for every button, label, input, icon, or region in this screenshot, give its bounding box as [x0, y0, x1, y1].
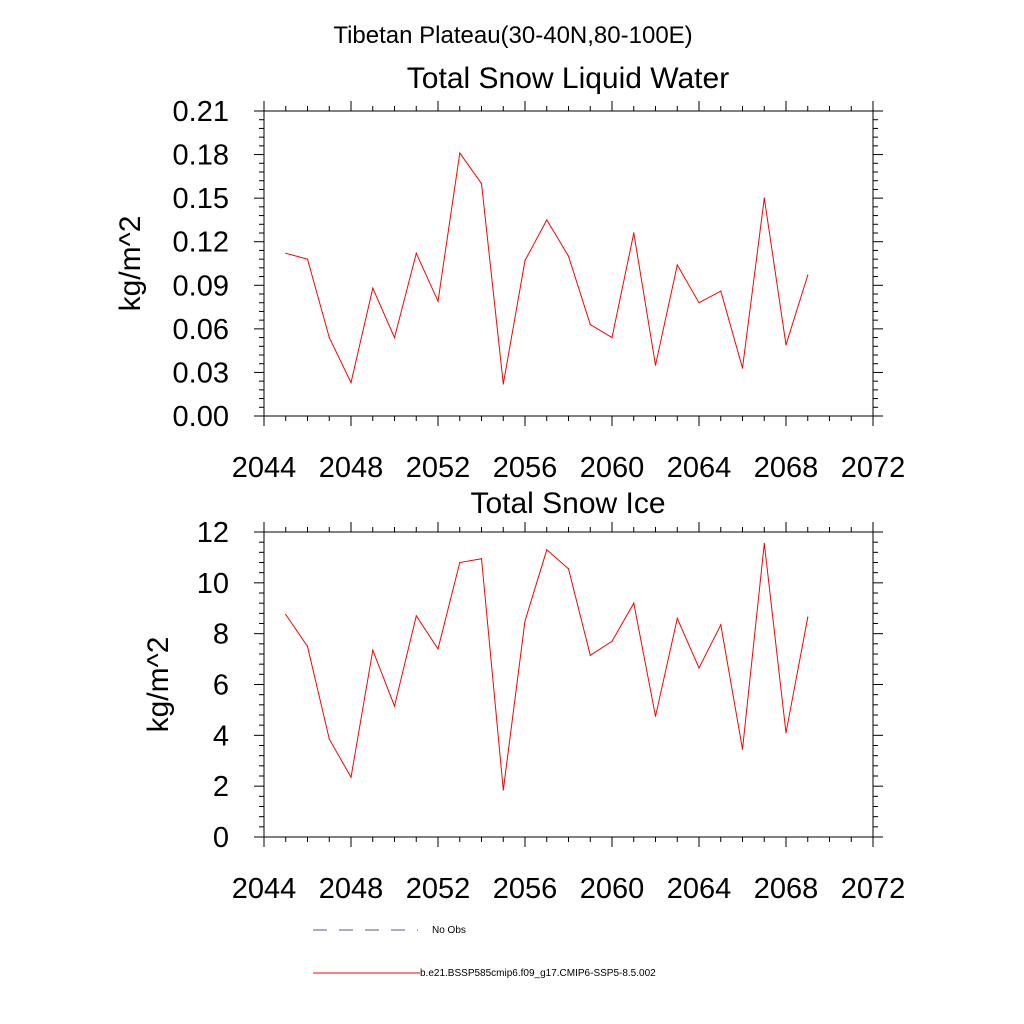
y-tick-label: 0.12: [173, 227, 229, 259]
data-point: [785, 344, 787, 346]
x-tick-label: 2048: [319, 452, 384, 484]
data-point: [807, 616, 809, 618]
x-tick-label: 2052: [406, 452, 471, 484]
data-point: [524, 259, 526, 262]
y-tick-label: 12: [197, 517, 229, 549]
data-point: [654, 364, 657, 366]
data-point: [415, 615, 417, 617]
y-tick-label: 0.00: [173, 401, 229, 433]
data-point: [459, 561, 461, 564]
y-tick-label: 6: [213, 670, 229, 702]
legend-label: No Obs: [432, 925, 466, 936]
data-point: [720, 624, 722, 626]
data-point: [502, 789, 504, 791]
plot-frame: [263, 110, 874, 417]
x-tick-label: 2044: [232, 873, 297, 905]
x-tick-label: 2064: [667, 452, 732, 484]
y-tick-label: 8: [213, 619, 229, 651]
x-tick-label: 2060: [580, 873, 645, 905]
data-point: [393, 336, 396, 339]
data-point: [633, 232, 635, 234]
data-point: [350, 776, 352, 778]
data-point: [567, 568, 570, 570]
legend-label: b.e21.BSSP585cmip6.f09_g17.CMIP6-SSP5-8.…: [420, 968, 656, 979]
y-tick-label: 0.21: [173, 96, 229, 128]
legend: No Obs b.e21.BSSP585cmip6.f09_g17.CMIP6-…: [313, 925, 656, 979]
data-point: [567, 255, 570, 257]
y-tick-label: 0.09: [173, 270, 229, 302]
data-point: [720, 290, 722, 292]
data-point: [611, 336, 613, 339]
data-point: [763, 542, 765, 545]
data-point: [415, 252, 417, 254]
y-tick-label: 0.06: [173, 314, 229, 346]
y-tick-label: 10: [197, 568, 229, 600]
y-tick-label: 0: [213, 822, 229, 854]
y-tick-label: 0.15: [173, 183, 229, 215]
data-point: [676, 264, 678, 266]
data-point: [676, 617, 678, 620]
data-point: [328, 336, 330, 339]
x-tick-label: 2044: [232, 452, 297, 484]
chart-liquid-water: Total Snow Liquid Water 2044 2048 2052 2056…: [114, 62, 905, 484]
x-tick-label: 2072: [841, 873, 906, 905]
chart-title: Total Snow Liquid Water: [407, 62, 729, 95]
y-axis-label: kg/m^2: [114, 216, 147, 312]
series-line: [285, 151, 809, 385]
x-tick-label: 2052: [406, 873, 471, 905]
data-point: [437, 648, 439, 650]
x-tick-label: 2056: [493, 873, 558, 905]
data-point: [480, 183, 483, 185]
chart-title: Total Snow Ice: [470, 487, 665, 520]
chart-snow-ice: Total Snow Ice 2044 2048 2052 2056 2060 2064 2…: [142, 487, 905, 905]
data-point: [306, 258, 309, 260]
x-tick-label: 2064: [667, 873, 732, 905]
data-point: [480, 558, 483, 560]
data-point: [437, 300, 439, 302]
data-point: [285, 614, 287, 616]
plot-frame: [263, 531, 874, 838]
series-line: [285, 543, 809, 791]
x-tick-label: 2068: [754, 452, 819, 484]
y-tick-label: 2: [213, 771, 229, 803]
data-point: [698, 302, 700, 304]
x-tick-label: 2072: [841, 452, 906, 484]
data-point: [763, 197, 765, 199]
data-point: [589, 654, 591, 656]
x-tick-label: 2056: [493, 452, 558, 484]
y-tick-label: 0.18: [173, 140, 229, 172]
data-point: [502, 383, 504, 385]
data-point: [589, 323, 591, 326]
data-point: [328, 738, 330, 740]
data-point: [633, 602, 635, 604]
data-point: [393, 705, 396, 707]
figure-title: Tibetan Plateau(30-40N,80-100E): [333, 22, 692, 49]
data-point: [654, 715, 657, 717]
data-point: [546, 219, 548, 221]
y-tick-label: 0.03: [173, 357, 229, 389]
data-point: [306, 645, 309, 647]
y-tick-label: 4: [213, 720, 229, 752]
data-point: [785, 732, 787, 734]
data-point: [741, 748, 744, 750]
x-tick-label: 2068: [754, 873, 819, 905]
data-point: [350, 381, 352, 384]
x-tick-label: 2048: [319, 873, 384, 905]
data-point: [807, 274, 809, 276]
data-point: [459, 152, 461, 154]
data-point: [372, 649, 374, 651]
data-point: [546, 549, 548, 551]
data-point: [741, 367, 744, 369]
data-point: [524, 620, 526, 622]
y-axis-label: kg/m^2: [142, 637, 175, 733]
data-point: [285, 252, 287, 254]
data-point: [698, 667, 700, 669]
data-point: [372, 287, 374, 289]
x-tick-label: 2060: [580, 452, 645, 484]
data-point: [611, 640, 613, 642]
